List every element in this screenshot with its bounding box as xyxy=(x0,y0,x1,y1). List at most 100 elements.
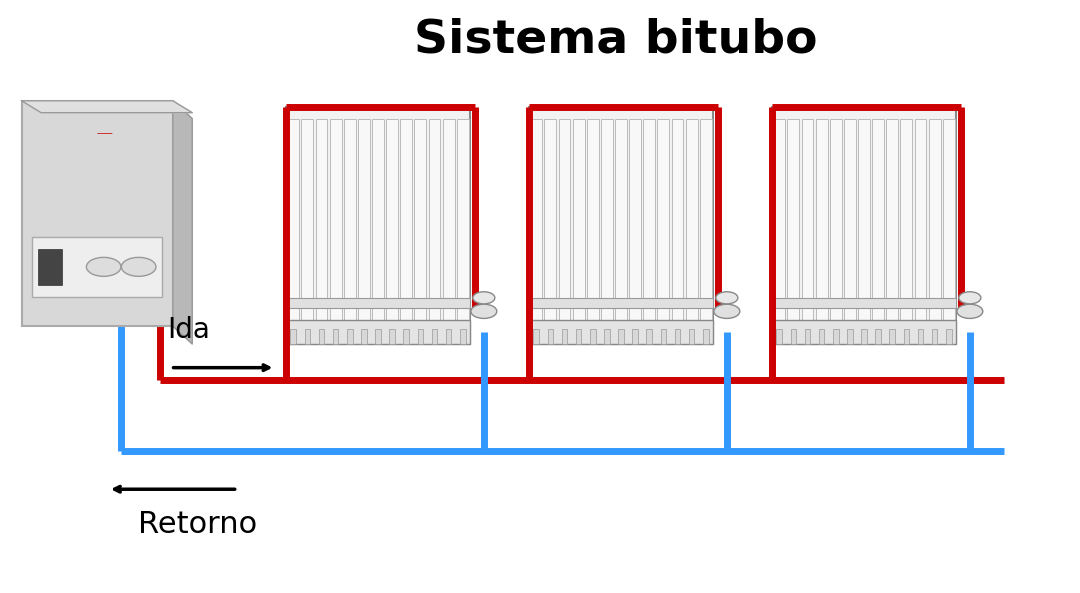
Bar xyxy=(772,107,956,344)
Bar xyxy=(548,329,553,344)
Bar xyxy=(644,119,656,335)
Bar xyxy=(689,329,694,344)
Bar xyxy=(600,119,612,335)
Bar xyxy=(286,107,470,344)
Bar xyxy=(618,329,624,344)
Bar xyxy=(357,119,369,335)
Bar xyxy=(772,320,956,344)
Bar xyxy=(904,329,909,344)
Bar xyxy=(301,119,313,335)
Bar xyxy=(443,119,455,335)
Bar xyxy=(703,329,708,344)
Bar xyxy=(287,119,299,335)
Bar xyxy=(661,329,666,344)
Bar xyxy=(773,119,785,335)
Bar xyxy=(562,329,567,344)
Bar xyxy=(530,119,542,335)
Text: ——: —— xyxy=(96,129,113,138)
Text: Retorno: Retorno xyxy=(138,511,257,539)
Bar xyxy=(791,329,796,344)
Bar xyxy=(373,119,383,335)
Bar xyxy=(833,329,838,344)
Text: Sistema bitubo: Sistema bitubo xyxy=(414,18,818,63)
Bar xyxy=(847,329,853,344)
Bar xyxy=(375,329,381,344)
Polygon shape xyxy=(173,101,192,344)
Bar xyxy=(672,119,684,335)
Bar xyxy=(446,329,451,344)
Circle shape xyxy=(86,257,121,276)
Bar xyxy=(319,329,324,344)
Bar xyxy=(286,320,470,344)
Bar xyxy=(329,119,341,335)
Bar xyxy=(801,119,813,335)
Bar xyxy=(347,329,352,344)
Polygon shape xyxy=(22,101,192,113)
Bar xyxy=(787,119,799,335)
Bar xyxy=(829,119,841,335)
Circle shape xyxy=(714,304,740,318)
Bar xyxy=(932,329,937,344)
Bar xyxy=(901,119,913,335)
Bar xyxy=(815,119,827,335)
Bar xyxy=(604,329,610,344)
Bar xyxy=(805,329,810,344)
Bar xyxy=(658,119,670,335)
Circle shape xyxy=(121,257,156,276)
Bar xyxy=(305,329,310,344)
Circle shape xyxy=(957,304,983,318)
Bar xyxy=(861,329,867,344)
Bar xyxy=(943,119,955,335)
Bar xyxy=(401,119,413,335)
Bar xyxy=(647,329,652,344)
Bar xyxy=(432,329,437,344)
Bar xyxy=(460,329,465,344)
Bar xyxy=(586,119,598,335)
Bar xyxy=(529,298,713,308)
Bar xyxy=(572,119,584,335)
Bar xyxy=(286,298,470,308)
Bar xyxy=(389,329,395,344)
Bar xyxy=(890,329,895,344)
Bar xyxy=(915,119,927,335)
Bar xyxy=(418,329,423,344)
Bar xyxy=(590,329,595,344)
Bar xyxy=(32,237,162,296)
Bar xyxy=(558,119,570,335)
Bar xyxy=(315,119,327,335)
Bar xyxy=(873,119,885,335)
Bar xyxy=(534,329,539,344)
Bar xyxy=(343,119,355,335)
Bar xyxy=(291,329,296,344)
Bar xyxy=(404,329,409,344)
Bar xyxy=(22,101,173,326)
Circle shape xyxy=(473,292,495,304)
Bar xyxy=(946,329,951,344)
Bar xyxy=(38,249,62,285)
Bar xyxy=(529,320,713,344)
Circle shape xyxy=(959,292,981,304)
Bar xyxy=(675,329,680,344)
Text: Ida: Ida xyxy=(167,316,211,344)
Bar xyxy=(632,329,638,344)
Bar xyxy=(544,119,556,335)
Bar xyxy=(929,119,941,335)
Bar xyxy=(686,119,698,335)
Circle shape xyxy=(716,292,738,304)
Bar xyxy=(415,119,427,335)
Bar xyxy=(457,119,469,335)
Bar xyxy=(361,329,367,344)
Bar xyxy=(387,119,399,335)
Bar xyxy=(875,329,881,344)
Bar xyxy=(700,119,712,335)
Bar xyxy=(772,298,956,308)
Bar xyxy=(819,329,824,344)
Bar xyxy=(777,329,782,344)
Bar xyxy=(616,119,626,335)
Bar xyxy=(333,329,338,344)
Bar xyxy=(630,119,642,335)
Bar xyxy=(887,119,899,335)
Bar xyxy=(576,329,581,344)
Bar xyxy=(529,107,713,344)
Bar xyxy=(918,329,923,344)
